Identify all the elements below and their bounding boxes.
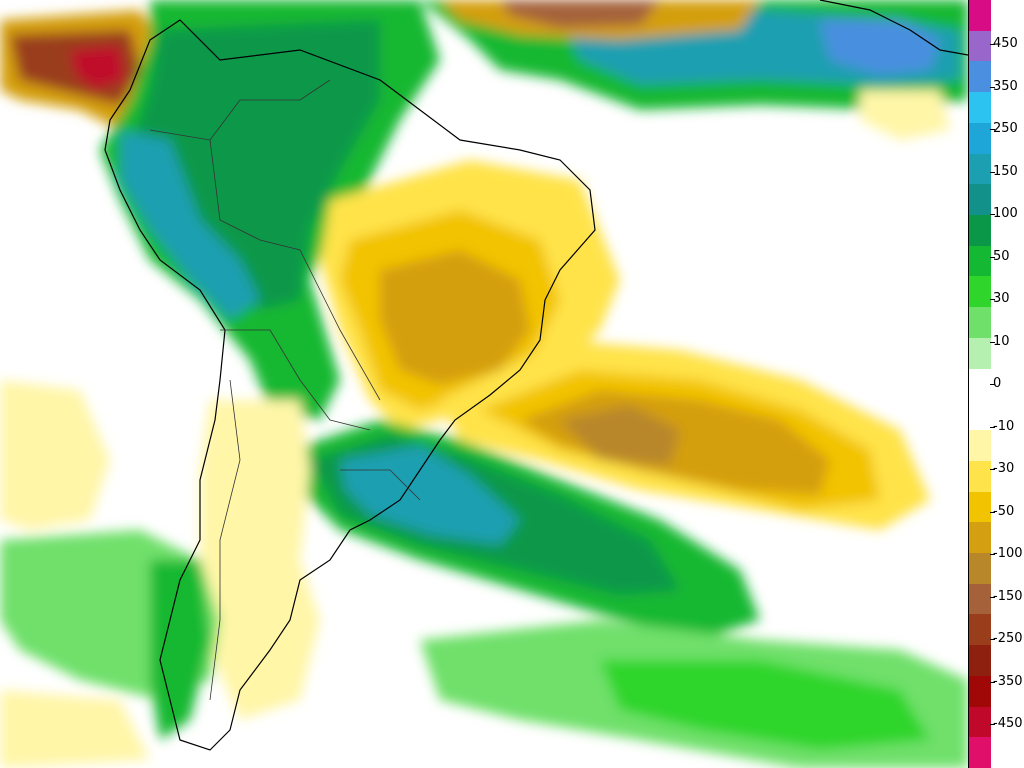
field-southern-ocean-wet-mid (600, 660, 930, 750)
legend-tick-label: 10 (993, 333, 1010, 349)
legend-swatch (969, 552, 991, 584)
legend-swatch (969, 0, 991, 31)
field-north-dry-core (500, 0, 660, 28)
legend-tick-label: 250 (993, 121, 1018, 136)
legend-tick-mark (990, 86, 995, 88)
legend-tick-mark (990, 341, 995, 343)
legend-swatch (969, 522, 991, 554)
legend-swatch (969, 645, 991, 677)
field-brazil-dry-core (380, 250, 530, 385)
legend-swatch (969, 307, 991, 339)
legend-tick-label: 0 (993, 376, 1002, 391)
field-north-atlantic-max (820, 20, 940, 75)
legend-swatch (969, 153, 991, 185)
legend-swatch (969, 215, 991, 247)
legend-swatch (969, 675, 991, 707)
field-east-pacific-dry-max (70, 45, 125, 90)
legend-tick-label: -250 (993, 631, 1023, 646)
field-andes-wet (120, 130, 260, 320)
field-south-atlantic-dry-max (560, 405, 680, 465)
legend-tick-label: 150 (993, 163, 1018, 179)
legend-swatch (969, 614, 991, 646)
legend-swatch (969, 61, 991, 93)
legend-tick-label: 50 (993, 248, 1010, 264)
legend-tick-mark (990, 129, 995, 130)
legend-swatch (969, 276, 991, 308)
legend-tick-mark (990, 44, 995, 45)
legend-swatch (969, 184, 991, 216)
legend-tick-mark (990, 256, 995, 258)
border-bolivia-paraguay (220, 329, 371, 431)
legend-swatch (969, 460, 991, 492)
legend-tick-label: -150 (993, 588, 1023, 604)
legend-swatch (969, 368, 991, 400)
field-argentina-dry (200, 400, 320, 720)
border-chile-argentina (209, 379, 241, 701)
legend-tick-mark (990, 554, 995, 555)
legend-tick-mark (990, 171, 995, 173)
legend-tick-label: -450 (993, 716, 1023, 731)
legend-swatch (969, 337, 991, 369)
color-scale-legend: 450 350 250 150 100 50 30 10 0 -10 -30 -50 -100 -150-… (968, 0, 1024, 768)
legend-swatch (969, 430, 991, 462)
africa-coastline (819, 0, 968, 56)
legend-swatch (969, 583, 991, 615)
legend-swatch (969, 30, 991, 62)
legend-tick-mark (990, 384, 995, 385)
country-borders (149, 79, 421, 701)
legend-swatch (969, 399, 991, 431)
legend-swatch (969, 92, 991, 124)
legend-tick-label: -100 (993, 546, 1023, 561)
legend-tick-label: -350 (993, 673, 1023, 689)
legend-tick-label: 100 (993, 206, 1018, 221)
legend-swatch (969, 737, 991, 768)
legend-tick-mark (990, 469, 995, 470)
border-north (149, 79, 331, 141)
legend-swatch (969, 245, 991, 277)
coastlines (104, 0, 968, 751)
legend-tick-label: -30 (993, 461, 1015, 476)
legend-tick-label: 450 (993, 36, 1018, 51)
legend-swatch (969, 706, 991, 738)
legend-tick-label: 30 (993, 291, 1010, 306)
anomaly-fields (0, 0, 968, 768)
legend-tick-label: -10 (993, 418, 1015, 434)
field-pacific-dry-west (0, 380, 110, 530)
legend-tick-label: -50 (993, 503, 1015, 519)
legend-swatch (969, 122, 991, 154)
legend-tick-mark (990, 724, 995, 725)
border-brazil-west (209, 139, 381, 401)
south-america-coastline (104, 19, 596, 751)
legend-tick-mark (990, 214, 995, 215)
legend-tick-mark (990, 639, 995, 640)
legend-swatch (969, 491, 991, 523)
color-scale-bar (968, 0, 991, 768)
legend-tick-mark (990, 511, 995, 513)
legend-tick-mark (990, 596, 995, 598)
field-patagonia-wet (150, 560, 210, 740)
field-atlantic-dry-east (860, 90, 950, 140)
legend-tick-mark (990, 681, 995, 683)
legend-tick-mark (990, 426, 995, 428)
legend-tick-mark (990, 299, 995, 300)
field-pacific-dry-southwest (0, 690, 150, 768)
map-canvas (0, 0, 968, 768)
border-uruguay (340, 469, 421, 501)
legend-tick-label: 350 (993, 78, 1018, 94)
